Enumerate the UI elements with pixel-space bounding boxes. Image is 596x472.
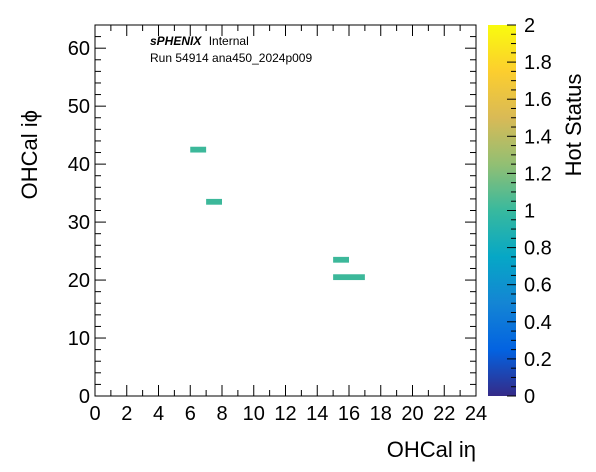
x-tick-label: 16 — [338, 403, 360, 425]
x-tick-label: 24 — [465, 403, 487, 425]
y-tick-label: 10 — [68, 328, 90, 350]
y-tick-label: 40 — [68, 154, 90, 176]
x-tick-label: 12 — [274, 403, 296, 425]
x-tick-label: 22 — [433, 403, 455, 425]
color-bar-tick-label: 1 — [524, 201, 535, 223]
color-bar-tick-labels: 0 0.2 0.4 0.6 0.8 1 1.2 1.4 1.6 1.8 2 — [524, 15, 552, 408]
heatmap-cell — [190, 146, 207, 153]
y-tick-label: 0 — [79, 386, 90, 408]
x-tick-label: 18 — [370, 403, 392, 425]
color-bar-title: Hot Status — [561, 74, 586, 177]
experiment-label: sPHENIX Internal — [150, 34, 249, 48]
y-axis-ticks — [95, 24, 476, 397]
color-bar-tick-label: 1.2 — [524, 163, 552, 185]
heatmap-cells — [190, 146, 365, 281]
color-bar-tick-label: 2 — [524, 15, 535, 37]
y-axis-title: OHCal iϕ — [17, 110, 42, 199]
x-tick-label: 10 — [243, 403, 265, 425]
plot-frame — [94, 24, 477, 397]
color-bar-tick-label: 0.8 — [524, 238, 552, 260]
color-bar-tick-label: 1.8 — [524, 52, 552, 74]
heatmap-cell — [333, 274, 349, 281]
y-tick-label: 30 — [68, 212, 90, 234]
x-axis-tick-labels: 0 2 4 6 8 10 12 14 16 18 20 22 24 — [89, 403, 487, 425]
run-info-label: Run 54914 ana450_2024p009 — [150, 51, 312, 65]
color-bar-tick-label: 0.4 — [524, 312, 552, 334]
x-tick-label: 0 — [89, 403, 100, 425]
color-bar-tick-label: 0.2 — [524, 349, 552, 371]
heatmap-cell — [333, 256, 349, 263]
heatmap-cell — [206, 198, 222, 205]
x-tick-label: 6 — [185, 403, 196, 425]
y-tick-label: 20 — [68, 270, 90, 292]
y-tick-label: 60 — [68, 38, 90, 60]
x-axis-title: OHCal iη — [387, 437, 476, 462]
x-tick-label: 2 — [121, 403, 132, 425]
x-tick-label: 4 — [153, 403, 164, 425]
x-tick-label: 14 — [306, 403, 328, 425]
x-axis-ticks — [94, 25, 477, 396]
x-tick-label: 8 — [216, 403, 227, 425]
color-bar-tick-label: 1.6 — [524, 89, 552, 111]
color-bar-tick-label: 0 — [524, 386, 535, 408]
heatmap-cell — [349, 274, 365, 281]
y-tick-label: 50 — [68, 96, 90, 118]
color-bar-ticks — [507, 24, 516, 397]
color-bar-tick-label: 0.6 — [524, 275, 552, 297]
y-axis-tick-labels: 0 10 20 30 40 50 60 — [68, 38, 90, 408]
color-bar-tick-label: 1.4 — [524, 126, 552, 148]
x-tick-label: 20 — [401, 403, 423, 425]
